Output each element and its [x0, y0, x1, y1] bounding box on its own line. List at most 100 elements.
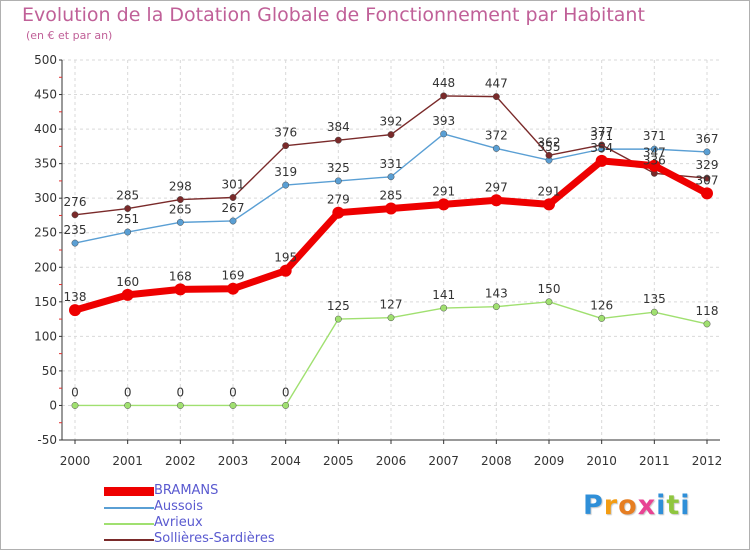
data-point-aussois [703, 148, 711, 156]
data-label-aussois: 265 [169, 202, 192, 216]
data-label-bramans: 291 [432, 184, 455, 198]
legend-swatch-avrieux [104, 523, 154, 525]
data-label-bramans: 138 [64, 290, 87, 304]
data-point-aussois [492, 144, 500, 152]
logo-letter: o [618, 490, 638, 521]
logo-letter: P [583, 490, 604, 521]
x-tick-label: 2011 [639, 454, 670, 468]
x-tick-label: 2006 [376, 454, 407, 468]
data-label-bramans: 297 [485, 180, 508, 194]
data-label-sollieres-sardieres: 392 [380, 115, 403, 129]
data-label-aussois: 372 [485, 128, 508, 142]
data-point-avrieux [334, 315, 342, 323]
data-point-avrieux [598, 314, 606, 322]
legend-swatch-aussois [104, 507, 154, 509]
data-point-aussois [650, 145, 658, 153]
y-tick-label: 50 [42, 364, 57, 378]
y-tick-label: -50 [37, 433, 57, 447]
data-label-aussois: 251 [116, 212, 139, 226]
data-label-avrieux: 118 [696, 304, 719, 318]
data-label-aussois: 371 [590, 129, 613, 143]
data-label-aussois: 267 [222, 201, 245, 215]
x-tick-label: 2004 [270, 454, 301, 468]
data-label-aussois: 325 [327, 161, 350, 175]
data-point-avrieux [387, 314, 395, 322]
proxiti-logo: Proxiti [583, 490, 691, 521]
legend-swatch-sollieres-sardieres [104, 539, 154, 541]
data-label-avrieux: 0 [229, 385, 237, 399]
data-point-bramans [227, 282, 239, 295]
data-label-aussois: 367 [696, 132, 719, 146]
data-label-sollieres-sardieres: 285 [116, 189, 139, 203]
logo-letter: x [637, 490, 657, 521]
y-tick-label: 200 [34, 260, 57, 274]
data-label-avrieux: 135 [643, 292, 666, 306]
data-point-sollieres-sardieres [176, 196, 184, 204]
data-point-sollieres-sardieres [71, 211, 79, 219]
data-point-bramans [701, 187, 713, 200]
y-tick-label: 100 [34, 329, 57, 343]
x-tick-label: 2009 [534, 454, 565, 468]
data-point-bramans [648, 159, 661, 172]
data-label-aussois: 331 [380, 157, 403, 171]
data-point-bramans [174, 283, 187, 296]
y-tick-label: 300 [34, 191, 57, 205]
y-tick-label: 150 [34, 295, 57, 309]
data-label-sollieres-sardieres: 329 [696, 158, 719, 172]
data-point-avrieux [124, 402, 132, 409]
data-label-aussois: 319 [274, 165, 297, 179]
y-tick-label: 400 [34, 122, 57, 136]
data-point-aussois [282, 181, 290, 189]
data-point-sollieres-sardieres [492, 93, 500, 101]
y-tick-label: 500 [34, 53, 57, 67]
data-label-sollieres-sardieres: 377 [590, 125, 613, 139]
y-tick-label: 450 [34, 88, 57, 102]
x-tick-label: 2008 [481, 454, 512, 468]
y-tick-label: 350 [34, 157, 57, 171]
data-label-bramans: 168 [169, 269, 192, 283]
logo-letter: i [680, 490, 691, 521]
data-label-sollieres-sardieres: 376 [274, 126, 297, 140]
data-point-sollieres-sardieres [598, 141, 606, 149]
y-tick-label: 250 [34, 226, 57, 240]
data-point-bramans [279, 264, 292, 277]
data-label-avrieux: 0 [282, 385, 290, 399]
data-point-aussois [440, 130, 448, 138]
data-point-aussois [229, 217, 237, 225]
data-label-avrieux: 0 [71, 385, 79, 399]
data-point-bramans [385, 202, 397, 215]
data-point-bramans [490, 194, 503, 207]
data-point-avrieux [440, 304, 448, 312]
data-label-bramans: 291 [538, 184, 561, 198]
data-point-aussois [334, 177, 342, 185]
data-point-avrieux [282, 402, 290, 409]
y-tick-label: 0 [49, 398, 57, 412]
data-point-sollieres-sardieres [124, 205, 132, 212]
data-point-bramans [437, 198, 450, 211]
data-label-avrieux: 150 [538, 282, 561, 296]
data-point-avrieux [492, 303, 500, 311]
data-point-aussois [71, 239, 79, 247]
x-tick-label: 2000 [60, 454, 91, 468]
data-label-bramans: 354 [590, 141, 613, 155]
data-label-avrieux: 141 [432, 288, 455, 302]
data-label-avrieux: 0 [177, 385, 185, 399]
data-label-sollieres-sardieres: 336 [643, 153, 666, 167]
data-label-avrieux: 126 [590, 298, 613, 312]
legend-swatch-bramans [104, 487, 154, 496]
x-tick-label: 2012 [692, 454, 723, 468]
legend-label-aussois: Aussois [154, 499, 204, 514]
data-label-sollieres-sardieres: 276 [64, 195, 87, 209]
data-point-sollieres-sardieres [334, 136, 342, 144]
data-point-bramans [69, 304, 81, 317]
x-tick-label: 2002 [165, 454, 196, 468]
data-label-bramans: 169 [222, 269, 245, 283]
data-label-sollieres-sardieres: 447 [485, 77, 508, 91]
data-label-bramans: 285 [380, 189, 403, 203]
data-point-avrieux [650, 308, 658, 316]
data-point-sollieres-sardieres [440, 92, 448, 100]
x-tick-label: 2001 [112, 454, 143, 468]
data-label-avrieux: 127 [380, 298, 403, 312]
legend-label-sollieres-sardieres: Sollières-Sardières [154, 531, 275, 546]
